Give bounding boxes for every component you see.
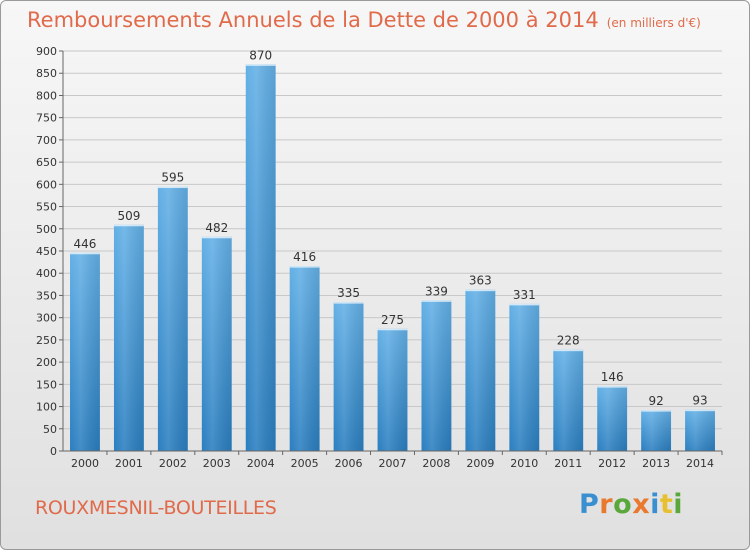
bars: 446 509 595 482 870 416 335 275 339 363 331 228 146 9… xyxy=(70,48,715,452)
bar-shine xyxy=(245,64,276,452)
bar-shine xyxy=(597,386,628,451)
bar-top-highlight xyxy=(157,186,188,189)
x-tick-label: 2001 xyxy=(115,457,143,470)
bar-top-highlight xyxy=(70,252,100,255)
y-tick-label: 550 xyxy=(36,201,57,214)
bar-value-label: 93 xyxy=(692,394,707,408)
x-tick-label: 2006 xyxy=(335,457,363,470)
x-tick-label: 2002 xyxy=(159,457,187,470)
logo-letter: o xyxy=(613,489,633,520)
x-tick-label: 2003 xyxy=(203,457,231,470)
bar-value-label: 363 xyxy=(469,274,492,288)
bar-top-highlight xyxy=(201,236,232,239)
bar-value-label: 335 xyxy=(337,286,360,300)
y-tick-label: 900 xyxy=(36,45,57,58)
logo-letter: P xyxy=(579,489,600,520)
bar-shine xyxy=(377,328,408,451)
bar-value-label: 509 xyxy=(117,209,140,223)
logo-letter: i xyxy=(673,489,684,520)
y-axis: 0 50 100 150 200 250 300 350 400 450 500 550 600 650 7… xyxy=(36,45,64,458)
x-tick-label: 2012 xyxy=(598,457,626,470)
y-tick-label: 250 xyxy=(36,334,57,347)
proxiti-logo[interactable]: Proxiti xyxy=(579,489,683,520)
bar-value-label: 339 xyxy=(425,284,448,298)
bar-value-label: 92 xyxy=(648,394,663,408)
y-tick-label: 500 xyxy=(36,223,57,236)
commune-name: ROUXMESNIL-BOUTEILLES xyxy=(35,497,277,519)
y-tick-label: 450 xyxy=(36,245,57,258)
bar-shine xyxy=(113,224,144,451)
y-tick-label: 650 xyxy=(36,156,57,169)
y-tick-label: 750 xyxy=(36,112,57,125)
bar-value-label: 146 xyxy=(601,370,624,384)
x-tick-label: 2014 xyxy=(686,457,714,470)
y-tick-label: 100 xyxy=(36,401,57,414)
logo-letter: i xyxy=(650,489,660,520)
x-tick-label: 2005 xyxy=(291,457,319,470)
bar-top-highlight xyxy=(113,224,144,227)
bar-shine xyxy=(465,289,496,451)
bar-shine xyxy=(289,266,320,451)
x-tick-label: 2013 xyxy=(642,457,670,470)
bar-top-highlight xyxy=(245,64,276,66)
bar-value-label: 870 xyxy=(249,48,272,62)
chart-title-text: Remboursements Annuels de la Dette de 20… xyxy=(27,8,599,32)
y-tick-label: 700 xyxy=(36,134,57,147)
bar-value-label: 331 xyxy=(513,288,536,302)
logo-letter: x xyxy=(632,489,651,520)
bar-shine xyxy=(201,236,232,451)
bar-value-label: 446 xyxy=(74,237,97,251)
y-tick-label: 600 xyxy=(36,178,57,191)
bar-shine xyxy=(70,252,100,451)
x-tick-label: 2000 xyxy=(71,457,99,470)
bar-top-highlight xyxy=(333,302,364,304)
bar-top-highlight xyxy=(597,386,628,388)
bar-shine xyxy=(157,186,188,452)
chart-unit-note: (en milliers d'€) xyxy=(606,16,701,30)
bar-shine xyxy=(509,303,540,451)
bar-top-highlight xyxy=(289,266,320,268)
y-tick-label: 350 xyxy=(36,289,57,302)
bar-top-highlight xyxy=(553,349,584,352)
x-tick-label: 2004 xyxy=(247,457,275,470)
logo-letter: r xyxy=(599,489,614,520)
bar-top-highlight xyxy=(509,303,540,306)
logo-letter: t xyxy=(659,489,674,520)
bar-shine xyxy=(333,302,364,451)
y-tick-label: 400 xyxy=(36,267,57,280)
bar-value-label: 416 xyxy=(293,250,316,264)
y-tick-label: 200 xyxy=(36,356,57,369)
x-tick-label: 2011 xyxy=(554,457,582,470)
bar-shine xyxy=(641,410,672,451)
bar-value-label: 275 xyxy=(381,313,404,327)
chart-title: Remboursements Annuels de la Dette de 20… xyxy=(27,8,701,32)
y-tick-label: 0 xyxy=(50,445,57,458)
y-tick-label: 300 xyxy=(36,312,57,325)
x-tick-label: 2010 xyxy=(510,457,538,470)
bar-value-label: 228 xyxy=(557,334,580,348)
bar-top-highlight xyxy=(641,410,672,412)
x-tick-label: 2007 xyxy=(379,457,407,470)
bar-value-label: 595 xyxy=(161,171,184,185)
bar-top-highlight xyxy=(465,289,496,292)
x-axis: 2000 2001 2002 2003 2004 2005 2006 2007 2008 2009… xyxy=(63,450,723,470)
bar-top-highlight xyxy=(377,328,408,331)
bar-shine xyxy=(685,409,715,451)
bar-shine xyxy=(553,349,584,451)
y-tick-label: 150 xyxy=(36,378,57,391)
x-tick-label: 2009 xyxy=(466,457,494,470)
y-tick-label: 800 xyxy=(36,89,57,102)
bar-value-label: 482 xyxy=(205,221,228,235)
y-tick-label: 50 xyxy=(43,423,57,436)
bar-shine xyxy=(421,300,452,451)
bar-top-highlight xyxy=(421,300,452,302)
y-tick-label: 850 xyxy=(36,67,57,80)
bar-top-highlight xyxy=(685,409,715,412)
x-tick-label: 2008 xyxy=(422,457,450,470)
